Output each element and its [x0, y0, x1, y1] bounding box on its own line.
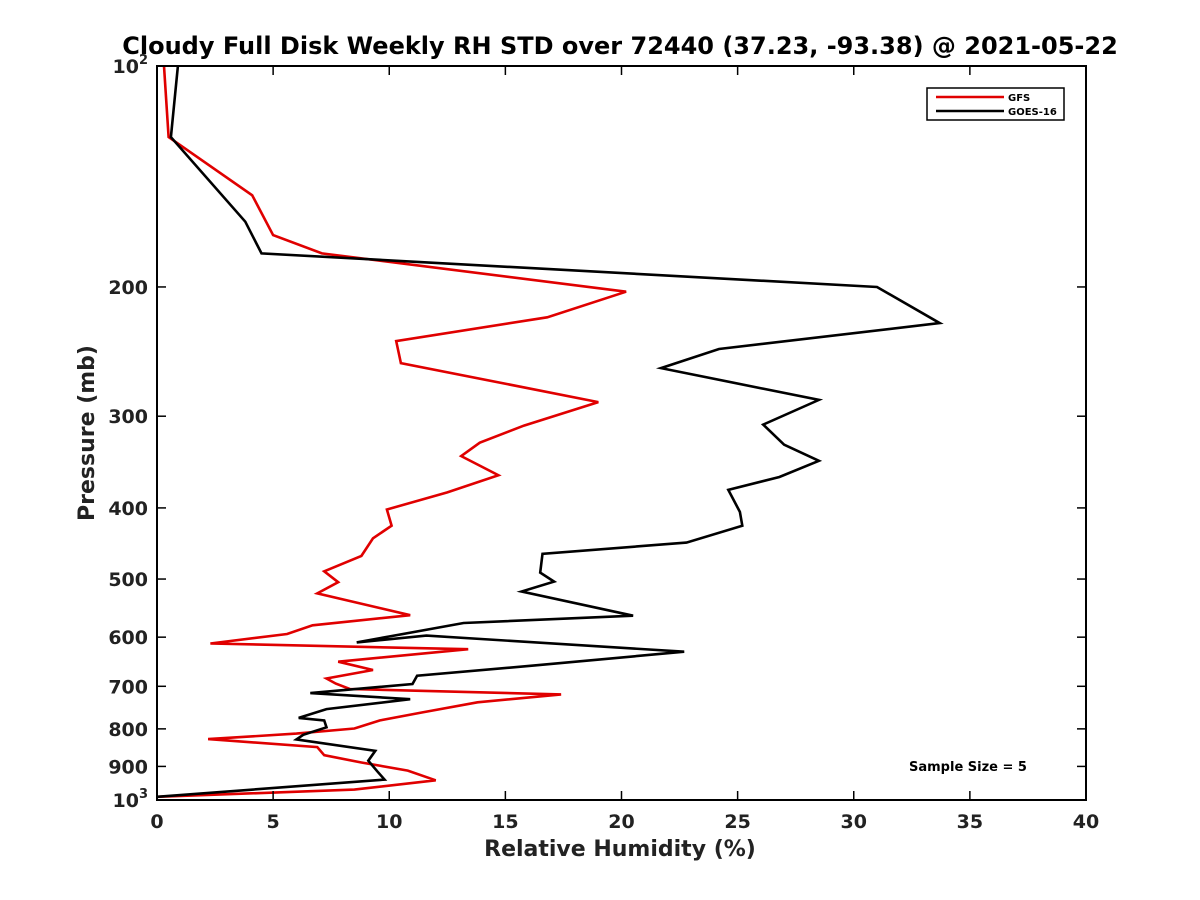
y-tick-label: 102: [113, 53, 149, 78]
y-tick-label: 900: [108, 756, 148, 778]
sample-size-annotation: Sample Size = 5: [909, 760, 1027, 775]
legend-label: GOES-16: [1008, 107, 1057, 118]
x-tick-label: 20: [608, 811, 634, 833]
series-line-goes-16: [156, 65, 944, 799]
legend: GFS GOES-16: [926, 87, 1065, 121]
x-tick-label: 10: [376, 811, 402, 833]
y-axis: 102 200 300 400 500 600 700 800 900 103: [108, 53, 1086, 812]
y-tick-label: 500: [108, 569, 148, 591]
series-line-gfs: [156, 65, 627, 799]
x-tick-label: 0: [150, 811, 163, 833]
legend-label: GFS: [1008, 93, 1030, 104]
x-axis-label: Relative Humidity (%): [484, 837, 756, 862]
y-axis-label: Pressure (mb): [75, 345, 100, 521]
x-tick-label: 35: [957, 811, 983, 833]
chart-title: Cloudy Full Disk Weekly RH STD over 7244…: [122, 32, 1118, 60]
y-tick-label: 700: [108, 676, 148, 698]
x-tick-label: 25: [724, 811, 750, 833]
series-layer: [156, 65, 944, 799]
y-tick-label: 600: [108, 627, 148, 649]
y-tick-label: 800: [108, 719, 148, 741]
plot-frame: [156, 65, 1087, 801]
y-tick-label: 400: [108, 498, 148, 520]
x-tick-label: 40: [1073, 811, 1099, 833]
legend-box: [926, 87, 1065, 121]
y-tick-label: 200: [108, 277, 148, 299]
x-tick-label: 5: [267, 811, 280, 833]
y-tick-label: 103: [113, 787, 149, 812]
plot-area: 0 5 10 15 20 25 30 35 40 102 200 300 400 500 600 700 80…: [108, 53, 1099, 833]
y-tick-label: 300: [108, 406, 148, 428]
x-tick-label: 30: [841, 811, 867, 833]
x-axis: 0 5 10 15 20 25 30 35 40: [150, 66, 1099, 833]
x-tick-label: 15: [492, 811, 518, 833]
